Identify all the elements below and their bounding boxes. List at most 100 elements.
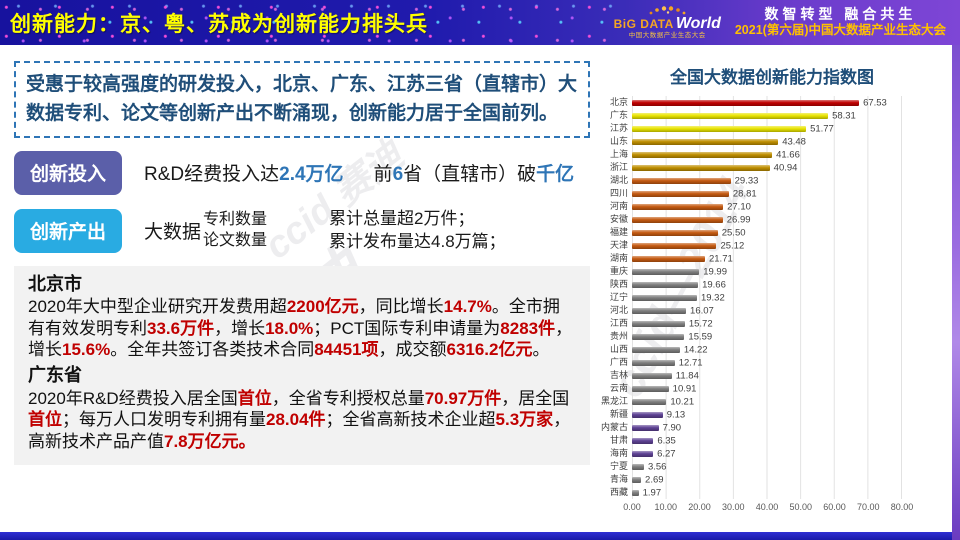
innovation-investment-row: 创新投入 R&D经费投入达2.4万亿 前6省（直辖市）破千亿 <box>14 150 592 195</box>
bar-row: 海南 6.27 <box>592 447 952 460</box>
bar-row: 湖北 29.33 <box>592 174 952 187</box>
bar-row: 黑龙江 10.21 <box>592 395 952 408</box>
page-title: 创新能力：京、粤、苏成为创新能力排头兵 <box>10 12 428 36</box>
bar <box>632 424 659 431</box>
bar-row: 天津 25.12 <box>592 239 952 252</box>
slide-body: 受惠于较高强度的研发投入，北京、广东、江苏三省（直辖市）大数据专利、论文等创新产… <box>0 45 952 532</box>
bar-track: 29.33 <box>632 174 902 187</box>
bar-category-label: 江苏 <box>609 123 628 133</box>
bar <box>632 411 663 418</box>
bar <box>632 242 717 249</box>
bar <box>632 164 770 171</box>
bar-row: 北京 67.53 <box>592 96 952 109</box>
output-result-patents: 累计总量超2万件； <box>329 208 475 228</box>
region-body-beijing: 2020年大中型企业研究开发费用超2200亿元，同比增长14.7%。全市拥有有效… <box>28 297 573 359</box>
output-badge: 创新产出 <box>14 208 122 253</box>
bar-value-label: 14.22 <box>683 344 708 355</box>
innovation-output-row: 创新产出 大数据 专利数量 论文数量 累计总量超2万件； 累计发布量达4.8万篇… <box>14 208 592 254</box>
region-detail-box: 北京市 2020年大中型企业研究开发费用超2200亿元，同比增长14.7%。全市… <box>14 265 590 465</box>
bar-value-label: 43.48 <box>782 136 806 147</box>
bar-row: 河北 16.07 <box>592 304 952 317</box>
bar-value-label: 7.90 <box>662 422 682 433</box>
bar <box>632 437 654 444</box>
bar-category-label: 贵州 <box>609 331 628 341</box>
output-text: 大数据 专利数量 论文数量 累计总量超2万件； 累计发布量达4.8万篇； <box>144 208 506 254</box>
bar-track: 7.90 <box>632 421 902 434</box>
logo-dots-icon <box>649 6 686 15</box>
bar-category-label: 天津 <box>609 240 628 250</box>
investment-text-1: R&D经费投入达2.4万亿 <box>144 164 344 186</box>
bar-row: 贵州 15.59 <box>592 330 952 343</box>
bar-value-label: 15.72 <box>688 318 713 329</box>
bar <box>632 307 687 314</box>
bar-value-label: 41.66 <box>776 149 800 160</box>
x-tick-label: 50.00 <box>789 502 813 512</box>
bar-value-label: 67.53 <box>863 97 887 108</box>
event-slogan-block: 数智转型 融合共生 2021(第六届)中国大数据产业生态大会 <box>735 6 946 39</box>
bar-track: 58.31 <box>632 109 902 122</box>
bar-track: 19.99 <box>632 265 902 278</box>
bar <box>632 203 724 210</box>
bar-value-label: 10.21 <box>670 396 695 407</box>
region-name-guangdong: 广东省 <box>28 365 82 386</box>
logo-wordmark: BiG DATA World <box>614 15 721 32</box>
right-column: 全国大数据创新能力指数图 北京 67.53 广东 58.31 江苏 51.77 山东 43.4… <box>592 45 952 532</box>
slide-header: 创新能力：京、粤、苏成为创新能力排头兵 BiG DATA World 中国大数据… <box>0 0 960 45</box>
x-tick-label: 10.00 <box>654 502 678 512</box>
bar-value-label: 19.66 <box>702 279 726 290</box>
output-items: 专利数量 论文数量 <box>203 210 267 252</box>
bar-value-label: 26.99 <box>726 214 751 225</box>
bar-row: 宁夏 3.56 <box>592 460 952 473</box>
bar <box>632 151 773 158</box>
event-slogan: 数智转型 融合共生 <box>764 5 917 22</box>
bar-track: 10.21 <box>632 395 902 408</box>
bar-track: 14.22 <box>632 343 902 356</box>
bar-category-label: 海南 <box>609 448 628 458</box>
bar <box>632 138 779 145</box>
bar-track: 3.56 <box>632 460 902 473</box>
x-tick-label: 70.00 <box>856 502 880 512</box>
bar-category-label: 宁夏 <box>609 461 628 471</box>
bar-track: 28.81 <box>632 187 902 200</box>
logo-subtitle: 中国大数据产业生态大会 <box>628 31 706 39</box>
bar-value-label: 25.12 <box>720 240 745 251</box>
bar-value-label: 16.07 <box>690 305 714 316</box>
bar-row: 江苏 51.77 <box>592 122 952 135</box>
bar-value-label: 6.35 <box>657 435 676 446</box>
chart-plot: 北京 67.53 广东 58.31 江苏 51.77 山东 43.48 上海 41.66 浙江 40.… <box>592 96 952 499</box>
bar-row: 吉林 11.84 <box>592 369 952 382</box>
investment-text-2: 前6省（直辖市）破千亿 <box>373 164 575 186</box>
bar-category-label: 黑龙江 <box>600 396 628 406</box>
bar-track: 25.12 <box>632 239 902 252</box>
bar-track: 41.66 <box>632 148 902 161</box>
bar-row: 山西 14.22 <box>592 343 952 356</box>
bar-track: 2.69 <box>632 473 902 486</box>
bar-row: 山东 43.48 <box>592 135 952 148</box>
x-tick-label: 60.00 <box>823 502 846 512</box>
event-name: 2021(第六届)中国大数据产业生态大会 <box>734 23 946 38</box>
output-item-papers: 论文数量 <box>203 231 268 249</box>
bar-row: 青海 2.69 <box>592 473 952 486</box>
bar <box>632 489 639 496</box>
bar-value-label: 19.32 <box>700 292 725 303</box>
bar-row: 福建 25.50 <box>592 226 952 239</box>
x-tick-label: 0.00 <box>623 502 641 512</box>
bar-value-label: 28.81 <box>732 188 757 199</box>
bar-track: 15.72 <box>632 317 902 330</box>
bar-value-label: 15.59 <box>688 331 713 342</box>
bar-category-label: 浙江 <box>609 162 628 172</box>
bar-category-label: 四川 <box>609 188 628 198</box>
bar-row: 甘肃 6.35 <box>592 434 952 447</box>
bar-category-label: 新疆 <box>609 409 628 419</box>
bar <box>632 294 697 301</box>
bar-category-label: 河北 <box>609 305 628 315</box>
bar-category-label: 湖南 <box>609 253 628 263</box>
bar-value-label: 40.94 <box>773 162 798 173</box>
bar <box>632 346 680 353</box>
x-tick-label: 20.00 <box>688 502 711 512</box>
bar-value-label: 6.27 <box>657 448 676 459</box>
bar-category-label: 内蒙古 <box>600 422 628 432</box>
region-name-beijing: 北京市 <box>28 273 82 294</box>
bar-row: 广西 12.71 <box>592 356 952 369</box>
